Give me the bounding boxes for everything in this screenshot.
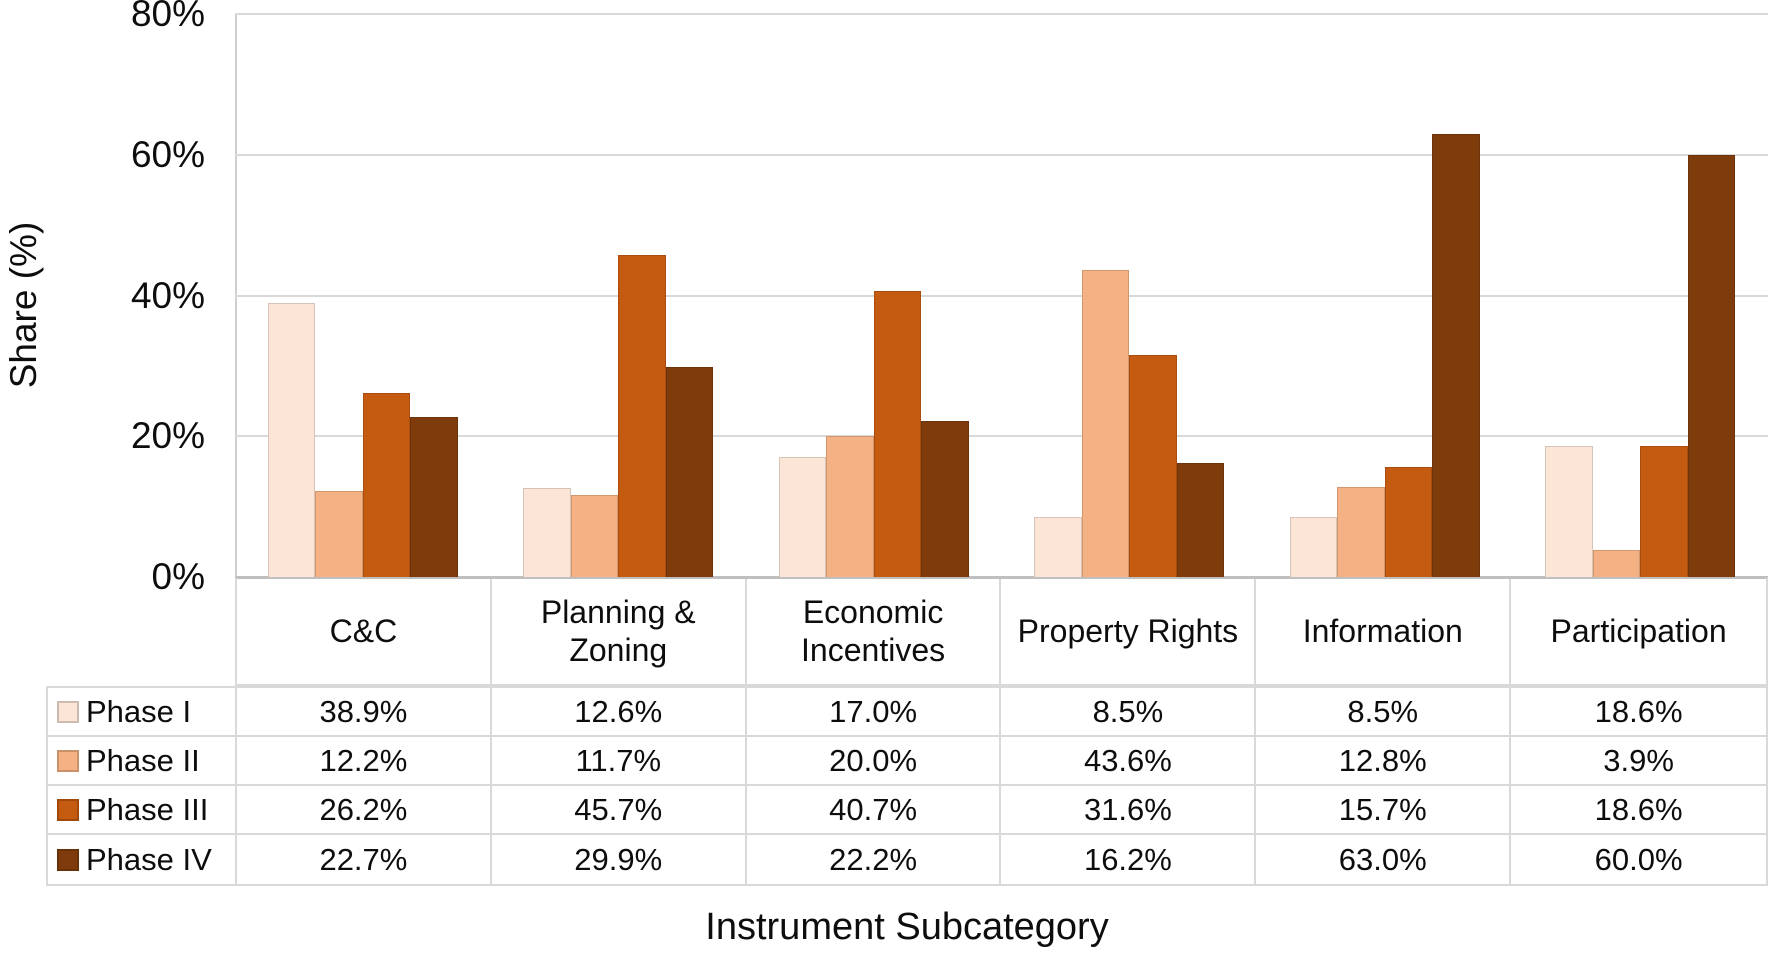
table-value-cell: 18.6% bbox=[1511, 786, 1766, 835]
gridline bbox=[235, 153, 1768, 156]
y-axis-title: Share (%) bbox=[3, 221, 44, 389]
bar-phase-ii-3 bbox=[826, 436, 874, 577]
bar-phase-ii-4 bbox=[1081, 270, 1130, 577]
category-header-cell: C&C bbox=[237, 579, 492, 684]
category-header-cell: Economic Incentives bbox=[747, 579, 1002, 684]
table-value-cell: 26.2% bbox=[237, 786, 492, 835]
bar-phase-iii-3 bbox=[873, 290, 922, 577]
category-header-cell: Planning & Zoning bbox=[492, 579, 747, 684]
plot-area bbox=[235, 13, 1768, 578]
x-axis-title: Instrument Subcategory bbox=[705, 906, 1109, 948]
bar-phase-iv-2 bbox=[665, 366, 714, 577]
bar-phase-ii-2 bbox=[570, 494, 619, 577]
table-value-cell: 40.7% bbox=[746, 786, 1002, 835]
table-value-cell: 43.6% bbox=[1001, 737, 1257, 786]
y-tick-label: 40% bbox=[130, 274, 205, 316]
legend-swatch-icon bbox=[57, 749, 79, 772]
legend-series-name: Phase IV bbox=[86, 841, 212, 877]
y-tick-label: 0% bbox=[151, 556, 205, 597]
bar-phase-iv-4 bbox=[1176, 463, 1225, 577]
table-value-cell: 20.0% bbox=[746, 737, 1002, 786]
legend-cell-phase-iv: Phase IV bbox=[48, 835, 237, 884]
bar-phase-ii-1 bbox=[315, 491, 363, 577]
table-value-cell: 29.9% bbox=[491, 835, 747, 884]
gridline bbox=[235, 294, 1768, 297]
table-value-cell: 18.6% bbox=[1511, 688, 1766, 737]
bar-phase-iii-2 bbox=[618, 255, 666, 577]
category-header-cell: Participation bbox=[1550, 612, 1727, 649]
bar-phase-iii-1 bbox=[362, 392, 411, 577]
table-value-cell: 8.5% bbox=[1001, 688, 1257, 737]
gridline bbox=[235, 13, 1768, 15]
table-value-cell: 12.2% bbox=[237, 737, 492, 786]
bar-phase-i-4 bbox=[1034, 517, 1082, 577]
bar-phase-iii-4 bbox=[1129, 354, 1177, 577]
table-value-cell: 16.2% bbox=[1001, 835, 1257, 884]
bar-phase-i-2 bbox=[523, 488, 571, 577]
table-value-cell: 17.0% bbox=[746, 688, 1002, 737]
category-header-row: C&C Planning & Zoning Economic Incentives P… bbox=[235, 577, 1768, 686]
table-value-cell: 45.7% bbox=[491, 786, 747, 835]
bar-phase-iv-5 bbox=[1432, 133, 1480, 577]
table-value-cell: 12.8% bbox=[1256, 737, 1512, 786]
y-tick-label: 60% bbox=[130, 133, 205, 175]
y-tick-label: 80% bbox=[130, 0, 205, 34]
bar-phase-i-3 bbox=[778, 457, 827, 577]
bar-phase-ii-5 bbox=[1337, 486, 1385, 577]
legend-series-name: Phase I bbox=[86, 693, 192, 729]
table-value-cell: 11.7% bbox=[491, 737, 747, 786]
legend-cell-phase-i: Phase I bbox=[48, 688, 237, 737]
bar-phase-iv-6 bbox=[1687, 154, 1736, 577]
bar-phase-iv-1 bbox=[410, 417, 458, 577]
legend-series-name: Phase III bbox=[86, 791, 209, 827]
legend-swatch-icon bbox=[57, 848, 79, 871]
table-value-cell: 22.2% bbox=[746, 835, 1002, 884]
category-header-cell: Property Rights bbox=[1001, 579, 1257, 684]
legend-swatch-icon bbox=[57, 700, 79, 723]
table-value-cell: 60.0% bbox=[1511, 835, 1766, 884]
table-value-cell: 15.7% bbox=[1256, 786, 1512, 835]
bar-phase-iv-3 bbox=[921, 420, 969, 577]
category-header-cell: Information bbox=[1256, 579, 1512, 684]
table-value-cell: 8.5% bbox=[1256, 688, 1512, 737]
data-table-body: Phase I 38.9% 12.6% 17.0% 8.5% 8.5% 18.6% Phase… bbox=[46, 686, 1768, 886]
table-value-cell: 22.7% bbox=[237, 835, 492, 884]
legend-cell-phase-ii: Phase II bbox=[48, 737, 237, 786]
table-value-cell: 63.0% bbox=[1256, 835, 1512, 884]
bar-phase-iii-5 bbox=[1384, 466, 1433, 577]
bar-phase-i-1 bbox=[267, 303, 316, 577]
bar-phase-ii-6 bbox=[1592, 549, 1641, 577]
bar-phase-i-6 bbox=[1545, 446, 1593, 577]
y-tick-label: 20% bbox=[130, 415, 205, 457]
gridline bbox=[235, 435, 1768, 438]
table-value-cell: 12.6% bbox=[491, 688, 747, 737]
legend-swatch-icon bbox=[57, 798, 79, 821]
table-value-cell: 31.6% bbox=[1001, 786, 1257, 835]
bar-phase-i-5 bbox=[1289, 517, 1338, 577]
legend-cell-phase-iii: Phase III bbox=[48, 786, 237, 835]
legend-series-name: Phase II bbox=[86, 742, 200, 778]
table-value-cell: 38.9% bbox=[237, 688, 492, 737]
bar-phase-iii-6 bbox=[1640, 446, 1688, 577]
table-value-cell: 3.9% bbox=[1511, 737, 1766, 786]
